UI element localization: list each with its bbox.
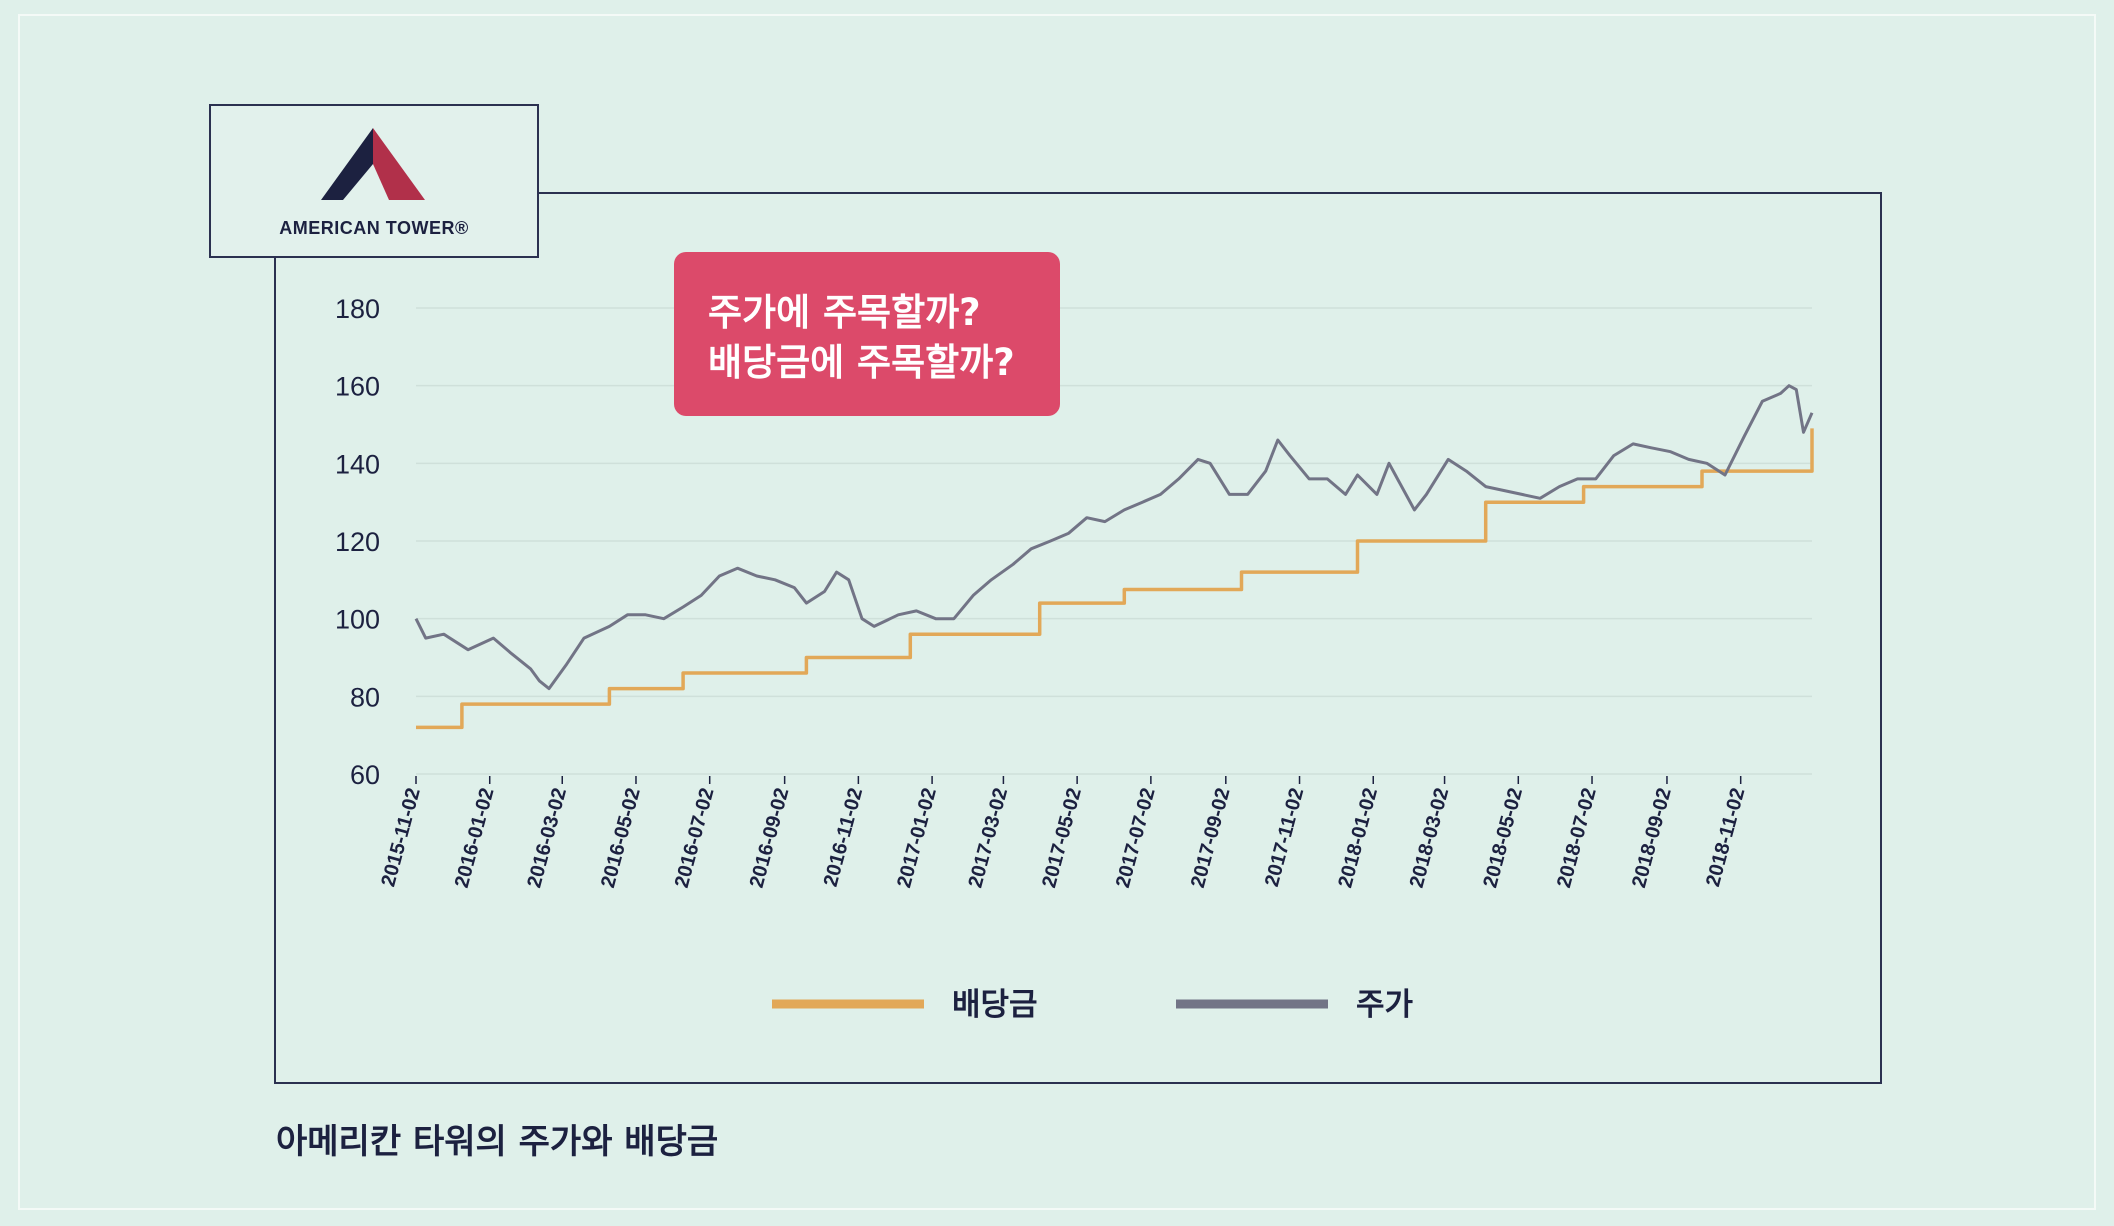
price-series-line [414,384,1814,691]
x-tick-label: 2017-11-02 [1261,786,1308,889]
x-tick-label: 2018-05-02 [1479,786,1527,891]
series-layer [414,384,1814,730]
callout-line-1: 주가에 주목할까? [708,291,981,334]
x-tick-label: 2016-07-02 [671,786,719,891]
brand-logo: AMERICAN TOWER® [209,104,539,258]
x-tick-label: 2018-11-02 [1702,786,1749,889]
x-tick-label: 2018-03-02 [1406,786,1454,891]
figure-caption: 아메리칸 타워의 주가와 배당금 [276,1122,719,1162]
callout-box: 주가에 주목할까? 배당금에 주목할까? [674,252,1060,416]
x-tick-label: 2015-11-02 [377,786,424,889]
legend-label: 배당금 [952,987,1038,1023]
x-tick-label: 2016-11-02 [820,786,867,889]
x-tick-label: 2016-03-02 [523,786,571,891]
page-frame: 60 80 100 120 140 160 180 2015-11-02 2016-01-02… [18,14,2096,1210]
x-tick-label: 2018-07-02 [1553,786,1601,891]
plot-area: 60 80 100 120 140 160 180 2015-11-02 2016-01-02… [335,294,1814,1023]
y-tick-label: 100 [335,605,380,635]
y-axis-ticks: 60 80 100 120 140 160 180 [335,294,380,790]
x-tick-label: 2017-09-02 [1187,786,1235,891]
x-tick-label: 2017-05-02 [1038,786,1086,891]
x-tick-label: 2016-05-02 [597,786,645,891]
y-tick-label: 140 [335,449,380,479]
tower-logo-icon [321,128,425,200]
brand-name: AMERICAN TOWER® [279,218,469,238]
legend-label: 주가 [1356,987,1414,1023]
chart-frame: 60 80 100 120 140 160 180 2015-11-02 2016-01-02… [274,192,1882,1084]
x-tick-label: 2017-01-02 [893,786,941,891]
y-tick-label: 60 [350,760,380,790]
x-tick-label: 2018-01-02 [1334,786,1382,891]
legend: 배당금 주가 [772,987,1414,1023]
x-tick-label: 2016-09-02 [746,786,794,891]
x-tick-label: 2017-03-02 [965,786,1013,891]
x-axis-ticks: 2015-11-02 2016-01-02 2016-03-02 2016-05-02… [377,776,1750,891]
x-tick-label: 2017-07-02 [1112,786,1160,891]
x-tick-label: 2018-09-02 [1628,786,1676,891]
dividend-series-line [416,428,1814,730]
y-tick-label: 180 [335,294,380,324]
y-tick-label: 120 [335,527,380,557]
grid-lines [416,307,1812,775]
y-tick-label: 160 [335,372,380,402]
x-tick-label: 2016-01-02 [451,786,499,891]
y-tick-label: 80 [350,682,380,712]
callout-line-2: 배당금에 주목할까? [708,341,1015,384]
